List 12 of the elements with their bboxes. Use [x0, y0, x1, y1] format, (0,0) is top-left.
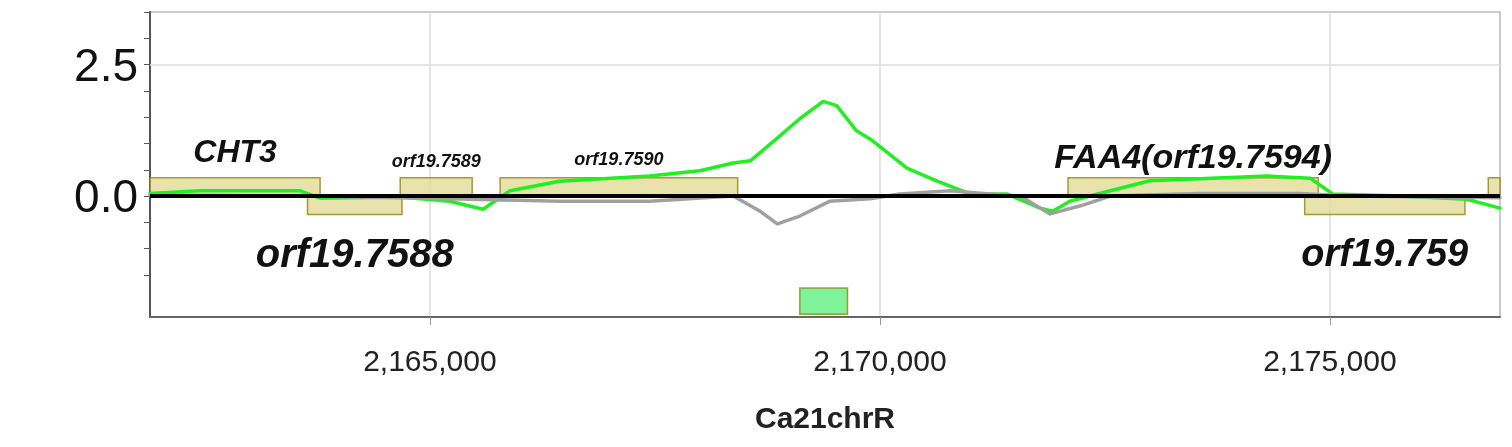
x-axis-title: Ca21chrR [754, 400, 896, 434]
band-label: orf19.7588 [255, 231, 455, 276]
x-tick-label: 2,170,000 [813, 343, 947, 377]
band-label: orf19.759 [1301, 232, 1469, 275]
y-tick-label: 0.0 [74, 170, 138, 223]
y-tick-label: 2.5 [74, 38, 138, 91]
x-tick-label: 2,165,000 [363, 343, 497, 377]
band-label: orf19.7590 [574, 149, 664, 170]
band-label: FAA4(orf19.7594) [1054, 137, 1332, 176]
band-label: CHT3 [193, 133, 278, 170]
band-label: orf19.7589 [391, 151, 481, 172]
x-tick-label: 2,175,000 [1263, 343, 1397, 377]
